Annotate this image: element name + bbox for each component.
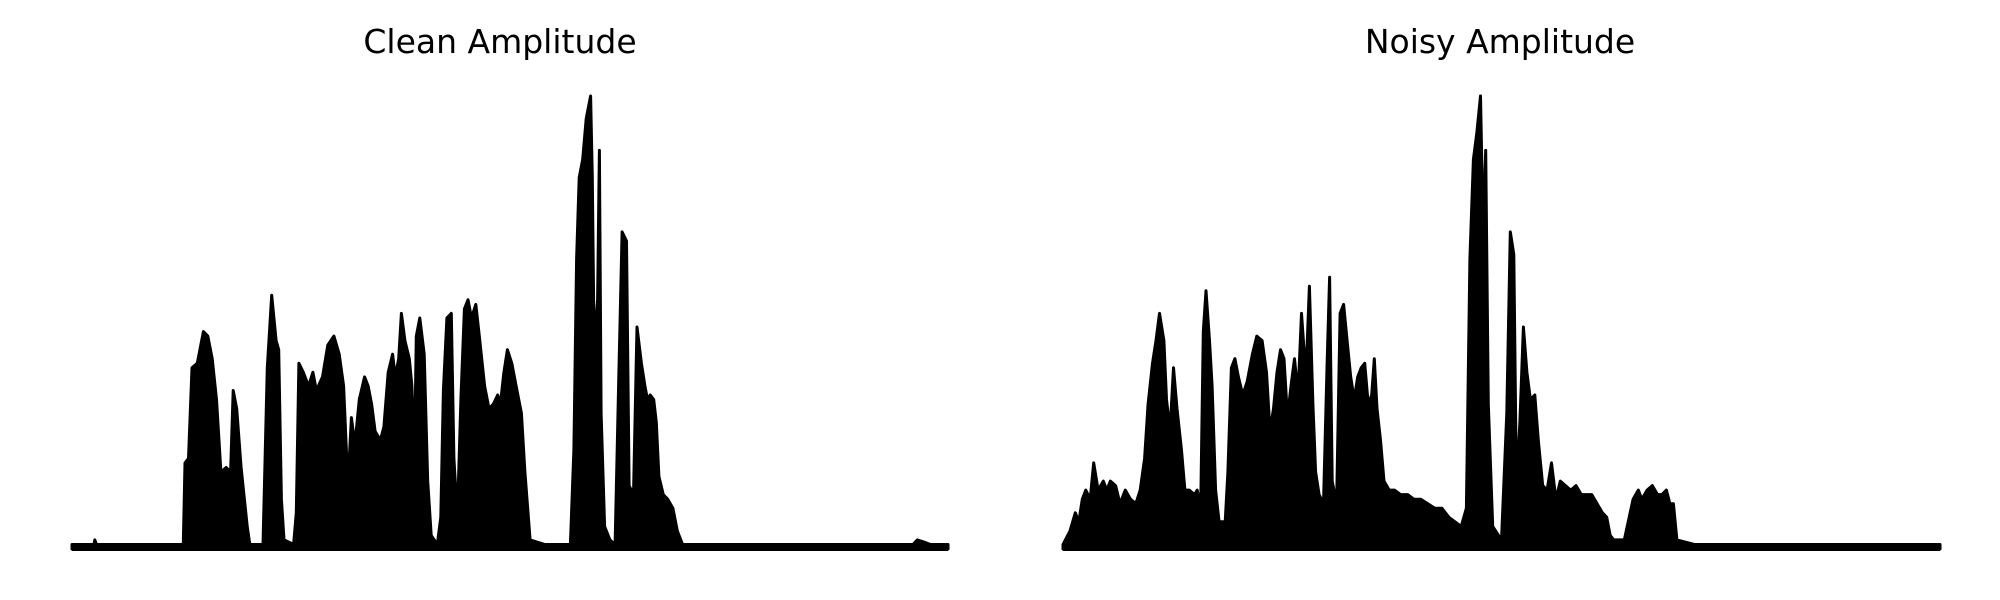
clean-amplitude-title: Clean Amplitude bbox=[363, 22, 637, 61]
noisy-amplitude-panel: Noisy Amplitude bbox=[1000, 0, 2000, 600]
noisy-amplitude-title: Noisy Amplitude bbox=[1364, 22, 1636, 61]
amplitude-area-1 bbox=[1061, 94, 1942, 551]
amplitude-area-0 bbox=[70, 94, 950, 551]
noisy-amplitude-plot bbox=[1061, 94, 1942, 551]
clean-amplitude-plot bbox=[70, 94, 950, 551]
clean-amplitude-panel: Clean Amplitude bbox=[70, 22, 950, 551]
